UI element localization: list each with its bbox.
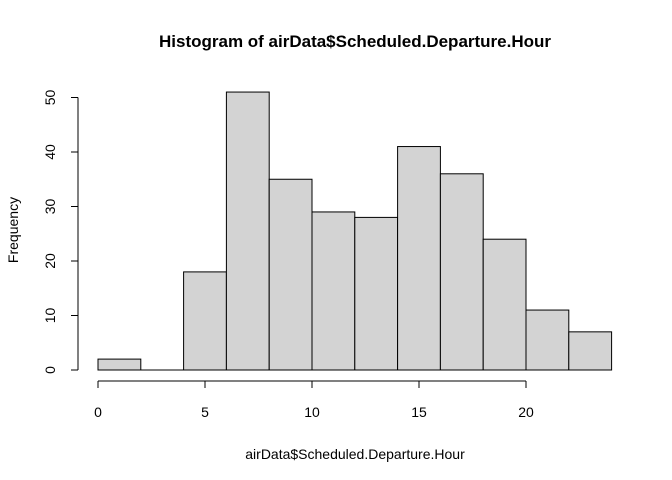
histogram-bar-8 [439, 173, 484, 371]
y-axis-label: Frequency [5, 197, 21, 263]
x-tick-label: 20 [518, 404, 534, 420]
y-tick-label: 50 [42, 90, 58, 106]
histogram-bar-9 [482, 238, 527, 371]
x-tick-label: 0 [94, 404, 102, 420]
y-tick-label: 10 [42, 308, 58, 324]
histogram-bar-11 [568, 331, 613, 371]
histogram-bar-5 [311, 211, 356, 371]
histogram-bar-6 [354, 216, 399, 371]
histogram-bar-2 [183, 271, 227, 371]
x-axis-label: airData$Scheduled.Departure.Hour [245, 446, 465, 462]
y-tick-label: 30 [42, 199, 58, 215]
y-tick-label: 20 [42, 253, 58, 269]
x-tick-label: 5 [201, 404, 209, 420]
y-tick-label: 0 [42, 366, 58, 374]
x-axis: 0 5 10 15 20 [94, 380, 534, 420]
bars-group [97, 91, 613, 371]
histogram-bar-0 [97, 358, 142, 371]
chart-title: Histogram of airData$Scheduled.Departure… [159, 32, 551, 51]
y-axis: 0 10 20 30 40 50 [42, 90, 79, 374]
x-tick-label: 15 [411, 404, 427, 420]
histogram-bar-7 [397, 146, 441, 371]
x-tick-label: 10 [304, 404, 320, 420]
y-tick-label: 40 [42, 144, 58, 160]
histogram-bar-4 [268, 178, 313, 371]
histogram-bar-10 [525, 309, 570, 371]
histogram-bar-3 [225, 91, 270, 371]
